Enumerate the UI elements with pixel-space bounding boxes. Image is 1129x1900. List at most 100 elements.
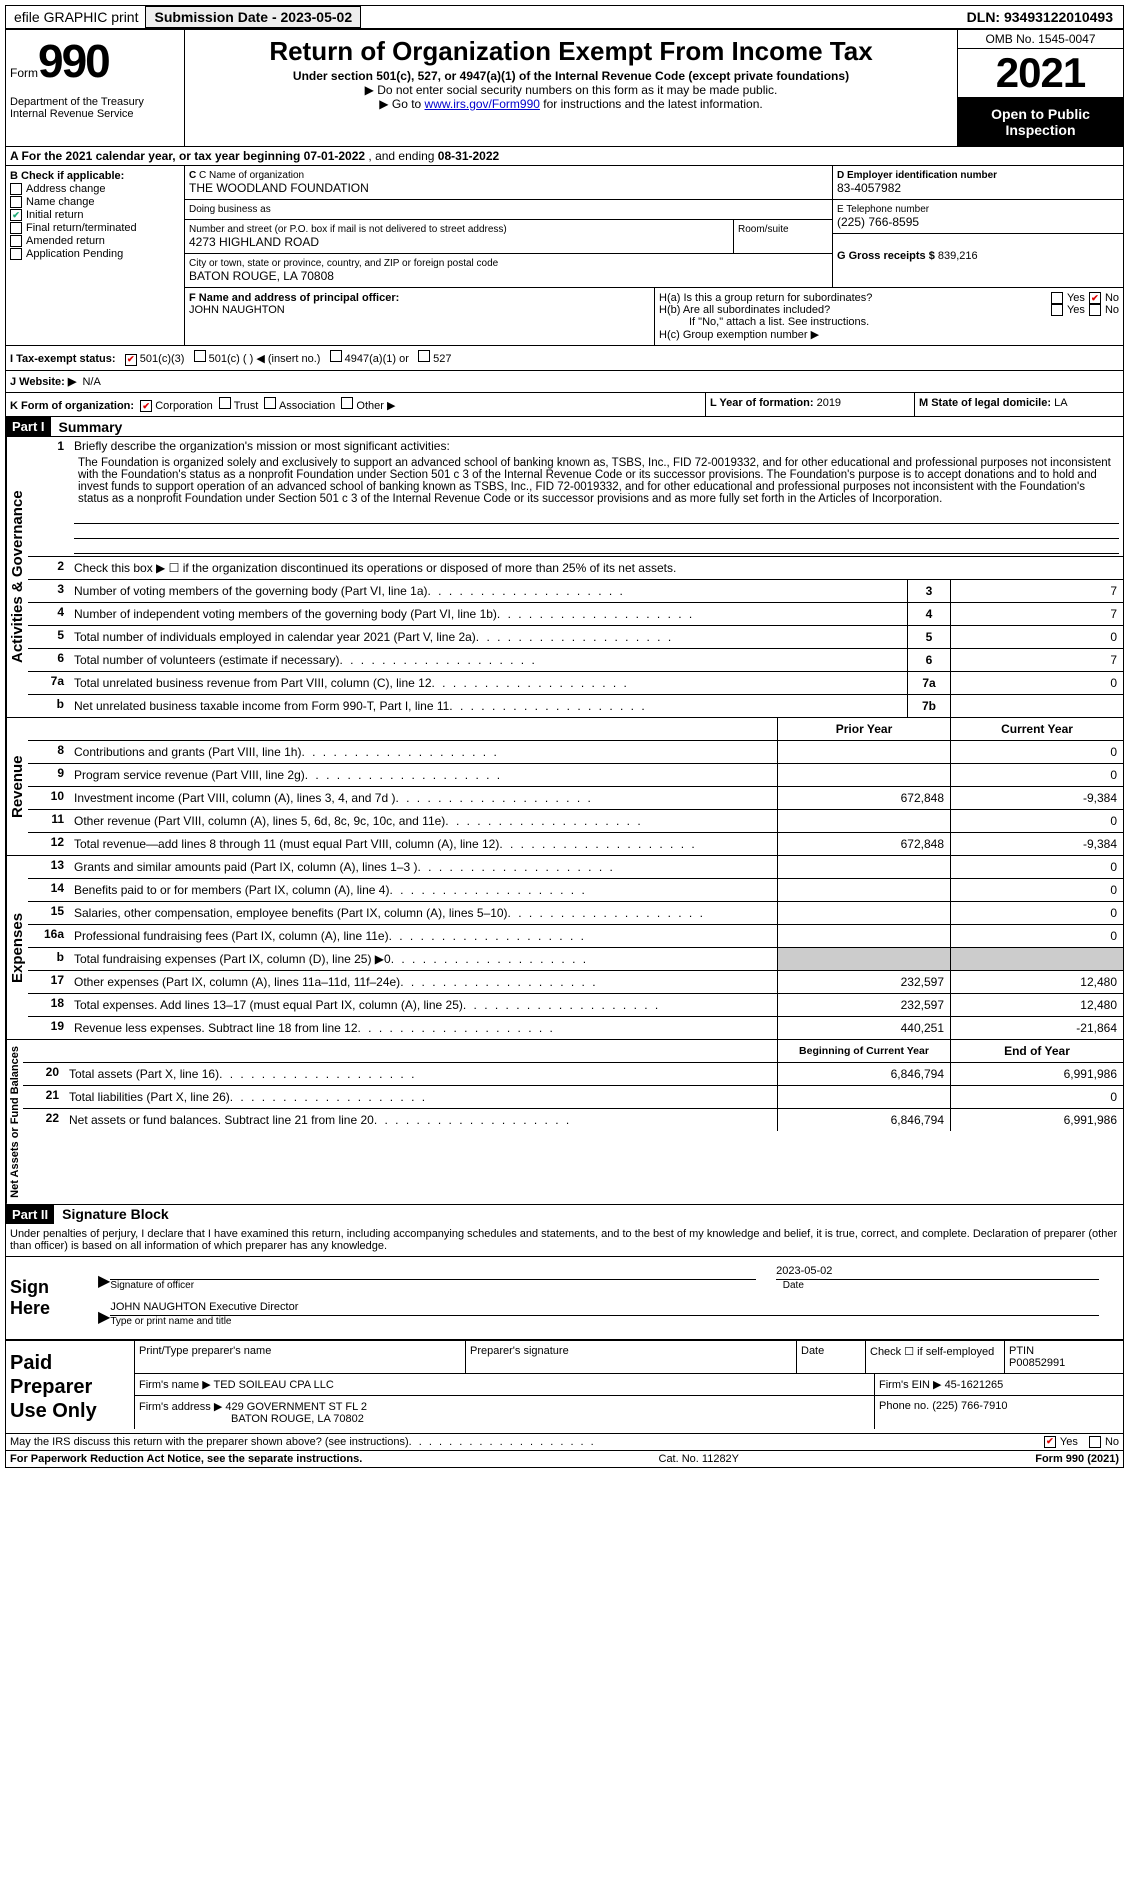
summary-line: 18 Total expenses. Add lines 13–17 (must… bbox=[28, 993, 1123, 1016]
summary-line: 13 Grants and similar amounts paid (Part… bbox=[28, 856, 1123, 878]
part-2-header-row: Part II Signature Block bbox=[6, 1204, 1123, 1224]
block-d: D Employer identification number 83-4057… bbox=[833, 166, 1123, 287]
phone-cell: E Telephone number (225) 766-8595 bbox=[833, 200, 1123, 234]
mission-text: The Foundation is organized solely and e… bbox=[74, 453, 1119, 509]
open-public-badge: Open to Public Inspection bbox=[958, 98, 1123, 146]
header-details-block: B Check if applicable: Address changeNam… bbox=[6, 166, 1123, 345]
501c3-checkbox[interactable] bbox=[125, 354, 137, 366]
row-klm: K Form of organization: Corporation Trus… bbox=[6, 392, 1123, 417]
header-center: Return of Organization Exempt From Incom… bbox=[185, 30, 958, 146]
527-checkbox[interactable] bbox=[418, 350, 430, 362]
room-cell: Room/suite bbox=[734, 220, 832, 253]
revenue-section: Revenue Prior Year Current Year 8 Contri… bbox=[6, 717, 1123, 855]
trust-checkbox[interactable] bbox=[219, 397, 231, 409]
paid-preparer-section: Paid Preparer Use Only Print/Type prepar… bbox=[6, 1339, 1123, 1433]
checkbox[interactable] bbox=[10, 196, 22, 208]
summary-line: 3 Number of voting members of the govern… bbox=[28, 579, 1123, 602]
other-checkbox[interactable] bbox=[341, 397, 353, 409]
checkbox-line: Final return/terminated bbox=[10, 222, 180, 234]
part-1-header-row: Part I Summary bbox=[6, 416, 1123, 436]
summary-line: 22 Net assets or fund balances. Subtract… bbox=[23, 1108, 1123, 1131]
summary-line: 8 Contributions and grants (Part VIII, l… bbox=[28, 740, 1123, 763]
block-f: F Name and address of principal officer:… bbox=[185, 288, 654, 345]
checkbox[interactable] bbox=[10, 209, 22, 221]
may-irs-discuss-row: May the IRS discuss this return with the… bbox=[6, 1433, 1123, 1450]
subtitle-1: Under section 501(c), 527, or 4947(a)(1)… bbox=[193, 69, 949, 83]
form-990-document: efile GRAPHIC print Submission Date - 20… bbox=[5, 5, 1124, 1468]
501c-checkbox[interactable] bbox=[194, 350, 206, 362]
summary-line: 6 Total number of volunteers (estimate i… bbox=[28, 648, 1123, 671]
firm-ein-cell: Firm's EIN ▶ 45-1621265 bbox=[874, 1374, 1123, 1395]
preparer-name-cell: Print/Type preparer's name bbox=[134, 1341, 465, 1373]
summary-line: b Total fundraising expenses (Part IX, c… bbox=[28, 947, 1123, 970]
checkbox-line: Initial return bbox=[10, 209, 180, 221]
discuss-no-checkbox[interactable] bbox=[1089, 1436, 1101, 1448]
year-formation: L Year of formation: 2019 bbox=[706, 393, 915, 417]
checkbox-line: Address change bbox=[10, 183, 180, 195]
form-title: Return of Organization Exempt From Incom… bbox=[193, 36, 949, 67]
discuss-yes-checkbox[interactable] bbox=[1044, 1436, 1056, 1448]
firm-phone-cell: Phone no. (225) 766-7910 bbox=[874, 1396, 1123, 1429]
summary-line: 15 Salaries, other compensation, employe… bbox=[28, 901, 1123, 924]
footer: For Paperwork Reduction Act Notice, see … bbox=[6, 1450, 1123, 1467]
firm-address-cell: Firm's address ▶ 429 GOVERNMENT ST FL 2 … bbox=[134, 1396, 874, 1429]
summary-line: 5 Total number of individuals employed i… bbox=[28, 625, 1123, 648]
net-assets-section: Net Assets or Fund Balances Beginning of… bbox=[6, 1039, 1123, 1204]
preparer-date-cell: Date bbox=[796, 1341, 865, 1373]
summary-line: 16a Professional fundraising fees (Part … bbox=[28, 924, 1123, 947]
summary-line: 20 Total assets (Part X, line 16) 6,846,… bbox=[23, 1062, 1123, 1085]
summary-line: 9 Program service revenue (Part VIII, li… bbox=[28, 763, 1123, 786]
vert-tab-activities: Activities & Governance bbox=[6, 437, 28, 717]
org-name-cell: C C Name of organization THE WOODLAND FO… bbox=[185, 166, 832, 200]
beginning-year-header: Beginning of Current Year bbox=[777, 1040, 950, 1062]
checkbox-line: Amended return bbox=[10, 235, 180, 247]
summary-line: 14 Benefits paid to or for members (Part… bbox=[28, 878, 1123, 901]
firm-name-cell: Firm's name ▶ TED SOILEAU CPA LLC bbox=[134, 1374, 874, 1395]
ptin-cell: PTINP00852991 bbox=[1004, 1341, 1123, 1373]
summary-line: 17 Other expenses (Part IX, column (A), … bbox=[28, 970, 1123, 993]
checkbox[interactable] bbox=[10, 222, 22, 234]
row-i-tax-status: I Tax-exempt status: 501(c)(3) 501(c) ( … bbox=[6, 345, 1123, 370]
efile-label: efile GRAPHIC print bbox=[6, 7, 146, 27]
checkbox-line: Name change bbox=[10, 196, 180, 208]
preparer-sig-cell: Preparer's signature bbox=[465, 1341, 796, 1373]
self-employed-cell: Check ☐ if self-employed bbox=[865, 1341, 1004, 1373]
block-b-checkboxes: B Check if applicable: Address changeNam… bbox=[6, 166, 185, 345]
checkbox[interactable] bbox=[10, 248, 22, 260]
row-a-tax-year: A For the 2021 calendar year, or tax yea… bbox=[6, 147, 1123, 166]
header-left: Form 990 Department of the Treasury Inte… bbox=[6, 30, 185, 146]
prior-year-header: Prior Year bbox=[777, 718, 950, 740]
subtitle-2: ▶ Do not enter social security numbers o… bbox=[193, 83, 949, 97]
ein-cell: D Employer identification number 83-4057… bbox=[833, 166, 1123, 200]
city-cell: City or town, state or province, country… bbox=[185, 254, 832, 287]
hb-yes-checkbox[interactable] bbox=[1051, 304, 1063, 316]
assoc-checkbox[interactable] bbox=[264, 397, 276, 409]
current-year-header: Current Year bbox=[950, 718, 1123, 740]
row-j-website: J Website: ▶ N/A bbox=[6, 370, 1123, 392]
form-number: Form 990 bbox=[10, 34, 180, 88]
checkbox[interactable] bbox=[10, 235, 22, 247]
vert-tab-expenses: Expenses bbox=[6, 856, 28, 1039]
block-h: H(a) Is this a group return for subordin… bbox=[654, 288, 1123, 345]
block-c-and-right: C C Name of organization THE WOODLAND FO… bbox=[185, 166, 1123, 345]
summary-line: 21 Total liabilities (Part X, line 26) 0 bbox=[23, 1085, 1123, 1108]
irs-link[interactable]: www.irs.gov/Form990 bbox=[425, 97, 540, 111]
part-1-title: Summary bbox=[51, 419, 123, 435]
part-2-title: Signature Block bbox=[54, 1206, 169, 1222]
corp-checkbox[interactable] bbox=[140, 400, 152, 412]
header-right: OMB No. 1545-0047 2021 Open to Public In… bbox=[958, 30, 1123, 146]
4947-checkbox[interactable] bbox=[330, 350, 342, 362]
sign-here-row: Sign Here ▶ 2023-05-02 Signature of offi… bbox=[6, 1256, 1123, 1339]
tax-year: 2021 bbox=[958, 49, 1123, 98]
summary-line: 11 Other revenue (Part VIII, column (A),… bbox=[28, 809, 1123, 832]
checkbox[interactable] bbox=[10, 183, 22, 195]
ha-no-checkbox[interactable] bbox=[1089, 292, 1101, 304]
ha-yes-checkbox[interactable] bbox=[1051, 292, 1063, 304]
part-1-badge: Part I bbox=[6, 417, 51, 436]
department-label: Department of the Treasury Internal Reve… bbox=[10, 96, 180, 120]
part-2-badge: Part II bbox=[6, 1205, 54, 1224]
top-bar: efile GRAPHIC print Submission Date - 20… bbox=[6, 6, 1123, 30]
submission-date-button[interactable]: Submission Date - 2023-05-02 bbox=[145, 6, 361, 28]
subtitle-3: ▶ Go to www.irs.gov/Form990 for instruct… bbox=[193, 97, 949, 111]
hb-no-checkbox[interactable] bbox=[1089, 304, 1101, 316]
